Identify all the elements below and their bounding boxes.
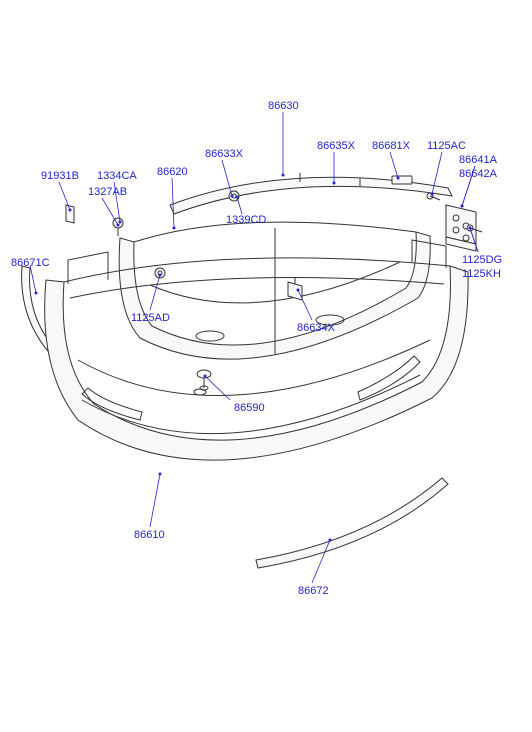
part-label-86642A: 86642A xyxy=(459,168,497,180)
leader-86610 xyxy=(150,474,160,527)
part-label-1334CA: 1334CA xyxy=(97,170,137,182)
fastener-1334ca xyxy=(113,218,123,236)
leader-1125AD xyxy=(150,275,160,310)
part-label-86630: 86630 xyxy=(268,100,299,112)
leader-91931B xyxy=(59,182,70,210)
part-label-1125AC: 1125AC xyxy=(427,140,466,152)
part-label-1327AB: 1327AB xyxy=(88,186,127,198)
part-label-91931B: 91931B xyxy=(41,170,79,182)
part-label-86672: 86672 xyxy=(298,585,329,597)
part-label-86635X: 86635X xyxy=(317,140,355,152)
part-label-1125AD: 1125AD xyxy=(131,312,170,324)
part-label-1125KH: 1125KH xyxy=(462,268,501,280)
leader-1339CD xyxy=(237,197,242,214)
clip-91931b xyxy=(66,205,74,223)
part-label-86681X: 86681X xyxy=(372,140,410,152)
part-label-86610: 86610 xyxy=(134,529,165,541)
part-label-86671C: 86671C xyxy=(11,257,50,269)
leader-86681X xyxy=(390,152,398,178)
lower-strip-right xyxy=(256,478,448,568)
diagram-svg xyxy=(0,0,532,727)
leader-86590 xyxy=(205,376,230,400)
part-label-1125DG: 1125DG xyxy=(462,254,502,266)
part-label-86633X: 86633X xyxy=(205,148,243,160)
part-label-86634X: 86634X xyxy=(297,322,335,334)
reinforcement-beam xyxy=(119,222,430,359)
leader-86671C xyxy=(30,265,36,293)
part-label-86641A: 86641A xyxy=(459,154,497,166)
leader-86620 xyxy=(172,178,174,228)
parts-diagram: 86630 86633X 86635X 86681X 1125AC 86641A 86642… xyxy=(0,0,532,727)
leader-1327AB xyxy=(102,198,118,225)
upper-rail xyxy=(170,173,452,214)
part-label-86620: 86620 xyxy=(157,166,188,178)
bracket-86634x xyxy=(288,278,302,300)
part-label-86590: 86590 xyxy=(234,402,265,414)
part-label-1339CD: 1339CD xyxy=(226,214,266,226)
